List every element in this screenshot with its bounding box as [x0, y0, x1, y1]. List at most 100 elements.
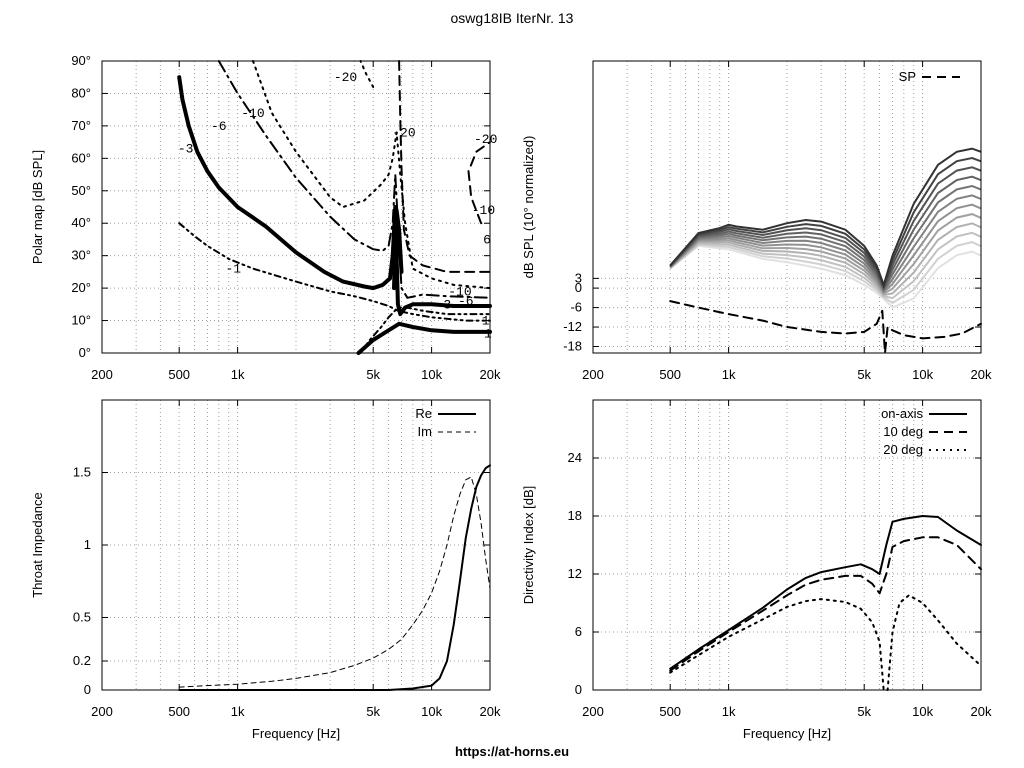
x-tick-label: 200	[91, 704, 113, 719]
x-tick-label: 10k	[421, 704, 442, 719]
x-tick-label: 500	[168, 367, 190, 382]
contour-label: -6	[211, 119, 227, 134]
directivity-fan-curve	[669, 184, 982, 293]
x-tick-label: 20k	[971, 367, 992, 382]
directivity-fan-curve	[669, 194, 982, 294]
contour-label: -20	[334, 70, 357, 85]
directivity-fan-curve	[669, 241, 982, 305]
legend-label: 20 deg	[883, 442, 923, 457]
y-tick-label: 70°	[71, 118, 91, 133]
y-tick-label: 1	[84, 537, 91, 552]
x-tick-label: 5k	[366, 704, 380, 719]
di-chart: 200 500 1k 5k 10k 20k 0 6 12 18 24 Directivity Inde…	[521, 399, 992, 741]
x-axis-label: Frequency [Hz]	[252, 726, 340, 741]
y-axis-label: Directivity Index [dB]	[521, 486, 536, 605]
x-tick-label: 200	[91, 367, 113, 382]
x-tick-label: 20k	[480, 704, 501, 719]
y-tick-label: 10°	[71, 313, 91, 328]
plot-frame	[592, 60, 982, 354]
polar-series-0	[177, 75, 492, 317]
figure-title: oswg18IB IterNr. 13	[450, 10, 574, 26]
contour-label: -10	[448, 284, 471, 299]
directivity-fan-curve	[669, 203, 982, 295]
y-tick-label: 0	[84, 682, 91, 697]
x-tick-label: 5k	[366, 367, 380, 382]
footer-url[interactable]: https://at-horns.eu	[454, 744, 570, 759]
x-tick-label: 1k	[722, 704, 736, 719]
y-tick-label: 20°	[71, 280, 91, 295]
y-tick-label: 60°	[71, 150, 91, 165]
legend-label: Re	[415, 406, 432, 421]
y-axis-label: Throat Impedance	[30, 492, 45, 598]
spl-series-sp	[669, 300, 982, 354]
directivity-fan-curve	[669, 222, 982, 296]
polar-series-6	[252, 60, 491, 290]
y-tick-label: 24	[568, 450, 582, 465]
y-tick-label: 1.5	[73, 465, 91, 480]
y-tick-label: -12	[563, 319, 582, 334]
y-tick-label: -6	[570, 300, 582, 315]
y-tick-label: 80°	[71, 85, 91, 100]
y-tick-label: 90°	[71, 53, 91, 68]
di-series-on-axis	[669, 515, 982, 670]
contour-label: -3	[436, 297, 452, 312]
polar-series-1	[356, 321, 492, 355]
polar-series-9	[359, 60, 375, 88]
y-axis-label: Polar map [dB SPL]	[30, 150, 45, 264]
impedance-series-im	[178, 476, 491, 688]
y-tick-label: 0°	[79, 345, 91, 360]
contour-label: 6	[483, 232, 491, 247]
x-tick-label: 200	[582, 367, 604, 382]
y-tick-label: 0	[575, 682, 582, 697]
directivity-fan-curve	[669, 175, 982, 292]
y-tick-label: 18	[568, 508, 582, 523]
polar-series-5	[217, 60, 491, 299]
di-series-10-deg	[669, 536, 982, 672]
y-tick-label: 6	[575, 624, 582, 639]
directivity-fan-curve	[669, 166, 982, 291]
x-tick-label: 500	[168, 704, 190, 719]
x-tick-label: 1k	[722, 367, 736, 382]
x-tick-label: 10k	[912, 704, 933, 719]
impedance-series-re	[178, 464, 491, 691]
contour-label: -10	[241, 106, 264, 121]
y-axis-label: dB SPL (10° normalized)	[521, 136, 536, 279]
directivity-fan-curve	[669, 156, 982, 290]
x-tick-label: 20k	[971, 704, 992, 719]
directivity-fan-curve	[669, 147, 982, 289]
polar-series-3	[178, 222, 491, 322]
plot-frame	[592, 399, 982, 691]
contour-label: -1	[225, 262, 241, 277]
x-tick-label: 1k	[231, 367, 245, 382]
x-tick-label: 200	[582, 704, 604, 719]
x-tick-label: 10k	[421, 367, 442, 382]
contour-label: -10	[472, 203, 495, 218]
directivity-fan-curve	[669, 213, 982, 296]
x-tick-label: 5k	[857, 704, 871, 719]
y-tick-label: 40°	[71, 215, 91, 230]
y-tick-label: -18	[563, 339, 582, 354]
legend-label: SP	[899, 69, 916, 84]
x-tick-label: 1k	[231, 704, 245, 719]
directivity-fan-curve	[669, 231, 982, 300]
di-series-20-deg	[669, 594, 982, 691]
contour-label: -3	[178, 142, 194, 157]
legend-label: Im	[418, 424, 432, 439]
y-tick-label: 12	[568, 566, 582, 581]
y-tick-label: 50°	[71, 183, 91, 198]
contour-label: -6	[458, 294, 474, 309]
y-tick-label: 0.2	[73, 653, 91, 668]
polar-series-8	[467, 141, 491, 225]
x-tick-label: 20k	[480, 367, 501, 382]
x-axis-label: Frequency [Hz]	[743, 726, 831, 741]
x-tick-label: 10k	[912, 367, 933, 382]
directivity-fan-curve	[669, 244, 982, 309]
contour-label: -20	[392, 125, 415, 140]
polar-chart: -3-6-10-20-20-20-106-1-10-6-3112005001k5…	[30, 53, 501, 382]
x-tick-label: 500	[659, 704, 681, 719]
plot-frame	[101, 60, 491, 354]
spl-chart: 200 500 1k 5k 10k 20k 30 -6 -12 -18 dB SPL (10° no…	[521, 60, 992, 382]
y-tick-label: 0.5	[73, 610, 91, 625]
y-tick-label: 3	[575, 270, 582, 285]
